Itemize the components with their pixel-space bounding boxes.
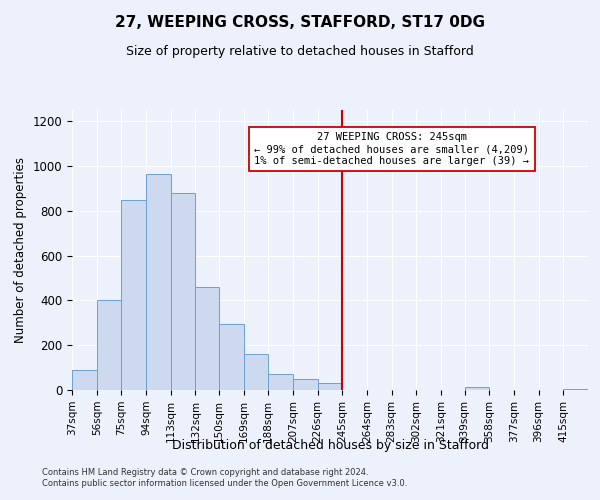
Bar bbox=[219, 324, 244, 390]
Bar bbox=[171, 193, 196, 390]
Bar bbox=[244, 354, 268, 390]
Text: Distribution of detached houses by size in Stafford: Distribution of detached houses by size … bbox=[172, 438, 488, 452]
Text: 27 WEEPING CROSS: 245sqm
← 99% of detached houses are smaller (4,209)
1% of semi: 27 WEEPING CROSS: 245sqm ← 99% of detach… bbox=[254, 132, 529, 166]
Bar bbox=[196, 287, 219, 390]
Bar bbox=[146, 174, 171, 390]
Bar bbox=[121, 200, 146, 390]
Bar bbox=[317, 384, 343, 390]
Bar bbox=[97, 300, 121, 390]
Text: Size of property relative to detached houses in Stafford: Size of property relative to detached ho… bbox=[126, 45, 474, 58]
Text: Contains HM Land Registry data © Crown copyright and database right 2024.
Contai: Contains HM Land Registry data © Crown c… bbox=[42, 468, 407, 487]
Y-axis label: Number of detached properties: Number of detached properties bbox=[14, 157, 27, 343]
Bar bbox=[464, 386, 489, 390]
Bar bbox=[72, 370, 97, 390]
Text: 27, WEEPING CROSS, STAFFORD, ST17 0DG: 27, WEEPING CROSS, STAFFORD, ST17 0DG bbox=[115, 15, 485, 30]
Bar bbox=[563, 389, 588, 390]
Bar bbox=[268, 374, 293, 390]
Bar bbox=[293, 379, 317, 390]
